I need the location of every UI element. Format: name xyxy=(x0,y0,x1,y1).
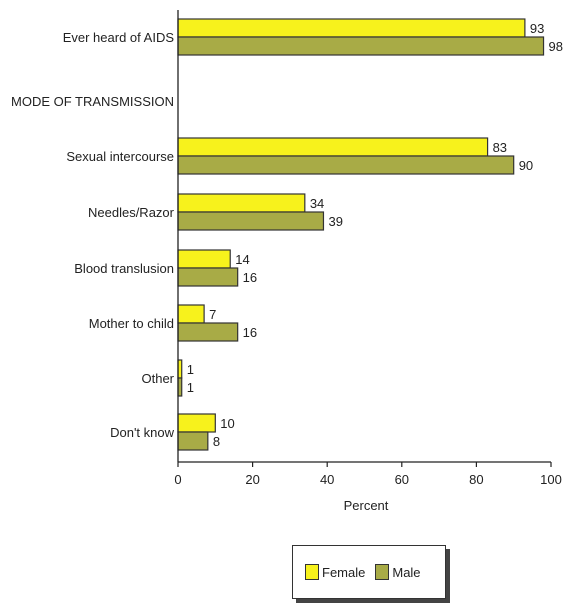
data-label-female: 14 xyxy=(235,252,249,267)
x-tick-label: 60 xyxy=(395,472,409,487)
legend-swatch-male xyxy=(375,564,390,580)
data-label-male: 98 xyxy=(549,39,563,54)
category-label: Blood translusion xyxy=(74,261,174,276)
category-label: Mother to child xyxy=(89,316,174,331)
bars-group: 93 98 83 90 34 39 14 16 7 16 1 1 108 xyxy=(177,18,563,451)
legend: Female Male xyxy=(292,545,446,599)
data-label-female: 10 xyxy=(220,416,234,431)
bar-male xyxy=(177,267,239,287)
data-label-female: 83 xyxy=(493,140,507,155)
data-label-male: 1 xyxy=(187,380,194,395)
legend-swatch-female xyxy=(305,564,319,580)
category-label: Don't know xyxy=(110,425,175,440)
data-label-female: 7 xyxy=(209,307,216,322)
x-tick-label: 80 xyxy=(469,472,483,487)
legend-label-male: Male xyxy=(392,564,421,580)
x-tick-label: 20 xyxy=(245,472,259,487)
bar-male xyxy=(177,211,325,231)
category-labels: Ever heard of AIDS Sexual intercourse Need… xyxy=(63,30,175,440)
data-label-male: 8 xyxy=(213,434,220,449)
legend-label-female: Female xyxy=(322,564,366,580)
category-label: Ever heard of AIDS xyxy=(63,30,175,45)
bar-female xyxy=(177,137,489,157)
category-label: Needles/Razor xyxy=(88,205,175,220)
category-label: Sexual intercourse xyxy=(66,149,174,164)
category-label: Other xyxy=(141,371,174,386)
bar-male xyxy=(177,431,209,451)
bar-female xyxy=(177,304,205,324)
legend-item-female: Female xyxy=(305,564,365,580)
bar-male xyxy=(177,36,545,56)
data-label-female: 34 xyxy=(310,196,324,211)
data-label-male: 16 xyxy=(243,325,257,340)
x-ticks: 0 20 40 60 80 100 xyxy=(174,462,562,487)
bar-female xyxy=(177,193,306,213)
legend-items: Female Male xyxy=(305,564,431,580)
bar-male xyxy=(177,322,239,342)
x-tick-label: 40 xyxy=(320,472,334,487)
data-label-male: 90 xyxy=(519,158,533,173)
x-axis-title: Percent xyxy=(344,498,389,513)
bar-female xyxy=(177,18,526,38)
bar-female xyxy=(177,249,231,269)
x-tick-label: 0 xyxy=(174,472,181,487)
bar-male xyxy=(177,155,515,175)
data-label-male: 39 xyxy=(328,214,342,229)
x-tick-label: 100 xyxy=(540,472,562,487)
legend-item-male: Male xyxy=(375,564,421,580)
data-label-male: 16 xyxy=(243,270,257,285)
data-label-female: 1 xyxy=(187,362,194,377)
bar-chart: 93 98 83 90 34 39 14 16 7 16 1 1 108 Ever heard of A… xyxy=(11,10,563,513)
section-header: MODE OF TRANSMISSION xyxy=(11,94,174,109)
data-label-female: 93 xyxy=(530,21,544,36)
bar-female xyxy=(177,413,216,433)
